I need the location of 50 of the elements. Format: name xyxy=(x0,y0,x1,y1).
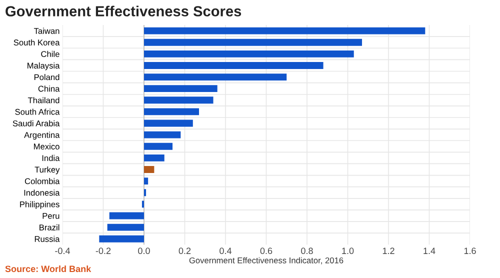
y-tick-label: Taiwan xyxy=(34,28,60,34)
bar xyxy=(144,131,181,138)
x-tick-label: -0.2 xyxy=(96,248,111,254)
x-tick-label: 0.2 xyxy=(178,248,191,254)
bar xyxy=(144,50,354,58)
bar xyxy=(144,38,362,46)
y-tick-label: Russia xyxy=(34,236,60,242)
y-tick-label: Philippines xyxy=(20,201,60,209)
bar xyxy=(144,85,218,92)
y-tick-label: Poland xyxy=(34,74,60,80)
y-tick-label: Mexico xyxy=(34,143,60,150)
x-tick-label: 0.6 xyxy=(260,248,272,254)
bar xyxy=(144,154,164,162)
bar xyxy=(144,108,200,116)
chart-title: Government Effectiveness Scores xyxy=(6,6,242,16)
y-tick-label: Thailand xyxy=(28,97,60,104)
y-tick-label: Colombia xyxy=(24,178,60,184)
bar xyxy=(144,178,148,185)
x-tick-label: 1.4 xyxy=(424,248,436,254)
y-tick-label: Malaysia xyxy=(28,62,60,70)
y-tick-label: Peru xyxy=(42,213,60,219)
y-tick-label: Saudi Arabia xyxy=(12,120,60,126)
x-tick-label: -0.4 xyxy=(55,248,70,254)
bar xyxy=(144,166,154,173)
x-tick-label: 0.4 xyxy=(220,248,232,254)
y-tick-label: South Korea xyxy=(14,39,60,46)
bar xyxy=(144,74,287,81)
bar xyxy=(144,62,324,69)
x-axis-title: Government Effectiveness Indicator, 2016 xyxy=(189,257,344,264)
y-tick-label: Indonesia xyxy=(24,190,60,196)
bar xyxy=(144,27,426,34)
bar xyxy=(107,224,144,231)
bar xyxy=(144,142,173,150)
y-tick-label: Turkey xyxy=(34,166,60,174)
bar xyxy=(144,120,193,127)
x-tick-label: 0.8 xyxy=(301,248,313,254)
y-tick-label: Brazil xyxy=(40,224,60,230)
x-tick-label: 1.2 xyxy=(382,248,394,254)
y-tick-label: India xyxy=(42,154,60,162)
y-tick-label: China xyxy=(38,86,60,92)
bar xyxy=(99,235,144,242)
bar xyxy=(144,96,214,104)
y-tick-label: Argentina xyxy=(24,132,60,140)
y-tick-label: South Africa xyxy=(15,108,60,115)
x-tick-label: 1.0 xyxy=(342,248,354,254)
y-tick-label: Chile xyxy=(41,50,60,58)
bar xyxy=(109,212,144,220)
source-note: Source: World Bank xyxy=(5,265,92,272)
x-tick-label: 1.6 xyxy=(464,248,476,254)
x-tick-label: 0.0 xyxy=(138,248,150,254)
